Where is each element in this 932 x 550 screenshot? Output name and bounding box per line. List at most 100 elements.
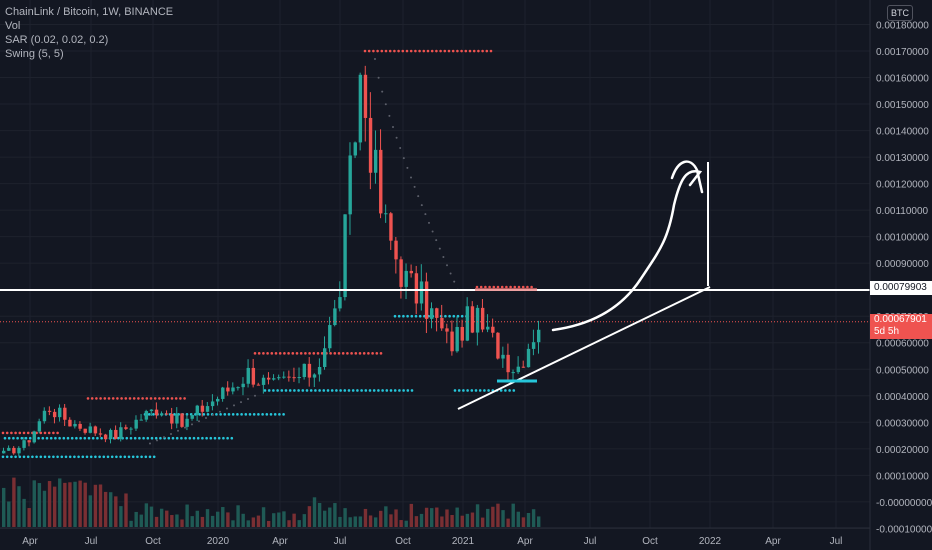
- candle-body[interactable]: [475, 307, 480, 333]
- sar-indicator-label[interactable]: SAR (0.02, 0.02, 0.2): [5, 34, 109, 46]
- candle-body[interactable]: [251, 367, 256, 385]
- drawings[interactable]: [0, 160, 870, 410]
- candle-body[interactable]: [47, 410, 52, 412]
- candle-body[interactable]: [312, 374, 317, 378]
- candle-body[interactable]: [501, 354, 505, 359]
- candle-body[interactable]: [292, 377, 296, 379]
- candle-body[interactable]: [63, 407, 67, 420]
- candle-body[interactable]: [236, 387, 240, 389]
- candle-body[interactable]: [180, 413, 184, 427]
- candle-body[interactable]: [256, 384, 261, 386]
- candle-body[interactable]: [37, 421, 42, 432]
- candle-body[interactable]: [200, 405, 205, 412]
- candle-body[interactable]: [419, 281, 424, 304]
- candle-body[interactable]: [424, 281, 429, 319]
- candle-body[interactable]: [343, 214, 347, 298]
- price-axis[interactable]: 0.00180000 0.00170000 0.00160000 0.00150000…: [876, 21, 932, 536]
- time-axis[interactable]: Apr Jul Oct 2020 Apr Jul Oct 2021 Apr Jul Oct 2022 A…: [22, 536, 842, 547]
- candle-body[interactable]: [348, 155, 352, 215]
- projection-hook[interactable]: [670, 160, 704, 194]
- candle-body[interactable]: [435, 308, 439, 318]
- candle-body[interactable]: [195, 405, 200, 415]
- candle-body[interactable]: [170, 413, 174, 424]
- candle-body[interactable]: [531, 342, 536, 349]
- candle-body[interactable]: [353, 142, 357, 156]
- candle-body[interactable]: [12, 447, 16, 454]
- candle-body[interactable]: [73, 423, 77, 427]
- candle-body[interactable]: [68, 419, 72, 427]
- currency-badge[interactable]: BTC: [887, 5, 913, 21]
- candle-body[interactable]: [144, 411, 149, 420]
- candle-body[interactable]: [261, 377, 266, 385]
- candle-body[interactable]: [465, 306, 470, 341]
- candle-body[interactable]: [317, 366, 322, 375]
- candle-body[interactable]: [287, 376, 291, 378]
- candle-body[interactable]: [414, 273, 419, 304]
- candle-body[interactable]: [430, 308, 434, 319]
- candle-body[interactable]: [32, 431, 36, 443]
- candle-body[interactable]: [363, 74, 368, 118]
- symbol-title[interactable]: ChainLink / Bitcoin, 1W, BINANCE: [5, 6, 174, 18]
- candle-body[interactable]: [516, 366, 521, 373]
- candle-body[interactable]: [17, 447, 21, 454]
- candle-body[interactable]: [205, 406, 210, 412]
- trendline[interactable]: [457, 286, 711, 410]
- candle-body[interactable]: [358, 74, 363, 143]
- candle-body[interactable]: [114, 429, 118, 439]
- candle-body[interactable]: [2, 450, 6, 454]
- candle-body[interactable]: [246, 367, 250, 384]
- candle-body[interactable]: [537, 329, 541, 343]
- candle-body[interactable]: [486, 326, 490, 330]
- candle-body[interactable]: [58, 407, 62, 418]
- candle-body[interactable]: [159, 413, 164, 416]
- candle-body[interactable]: [42, 410, 47, 422]
- candle-body[interactable]: [27, 440, 31, 443]
- candle-body[interactable]: [328, 325, 332, 349]
- candle-body[interactable]: [124, 427, 128, 429]
- candle-body[interactable]: [190, 414, 194, 419]
- candle-body[interactable]: [210, 401, 215, 407]
- candle-body[interactable]: [302, 363, 307, 378]
- candle-body[interactable]: [22, 440, 26, 448]
- candle-body[interactable]: [221, 387, 225, 399]
- candle-body[interactable]: [460, 326, 464, 341]
- swing-indicator-label[interactable]: Swing (5, 5): [5, 48, 64, 60]
- candle-body[interactable]: [450, 331, 454, 352]
- candle-body[interactable]: [373, 149, 378, 173]
- candle-body[interactable]: [103, 434, 108, 440]
- candle-body[interactable]: [149, 409, 154, 412]
- candle-body[interactable]: [119, 427, 123, 439]
- candle-body[interactable]: [368, 117, 373, 173]
- candle-body[interactable]: [511, 372, 515, 374]
- vol-indicator-label[interactable]: Vol: [5, 20, 21, 32]
- candle-body[interactable]: [266, 377, 271, 380]
- candle-body[interactable]: [139, 419, 143, 421]
- candle-body[interactable]: [165, 413, 169, 415]
- candle-body[interactable]: [496, 332, 500, 359]
- candle-body[interactable]: [384, 213, 388, 215]
- candle-body[interactable]: [272, 378, 276, 380]
- candle-body[interactable]: [88, 426, 93, 433]
- candle-body[interactable]: [175, 413, 179, 424]
- candle-body[interactable]: [226, 387, 230, 392]
- candle-body[interactable]: [7, 447, 11, 451]
- candle-body[interactable]: [185, 418, 189, 427]
- candle-body[interactable]: [323, 348, 327, 367]
- candle-body[interactable]: [445, 328, 449, 332]
- candle-body[interactable]: [394, 240, 398, 260]
- candle-body[interactable]: [52, 411, 57, 418]
- candle-body[interactable]: [216, 398, 220, 402]
- candles[interactable]: [2, 65, 541, 457]
- candle-body[interactable]: [470, 306, 475, 333]
- candle-body[interactable]: [93, 426, 98, 434]
- candle-body[interactable]: [404, 270, 408, 287]
- candle-body[interactable]: [491, 326, 495, 333]
- candle-body[interactable]: [154, 409, 159, 416]
- candle-body[interactable]: [83, 428, 87, 433]
- projection-curve[interactable]: [551, 170, 703, 332]
- candle-body[interactable]: [399, 259, 403, 287]
- candle-body[interactable]: [409, 270, 414, 274]
- candle-body[interactable]: [297, 377, 301, 379]
- candle-body[interactable]: [506, 354, 510, 373]
